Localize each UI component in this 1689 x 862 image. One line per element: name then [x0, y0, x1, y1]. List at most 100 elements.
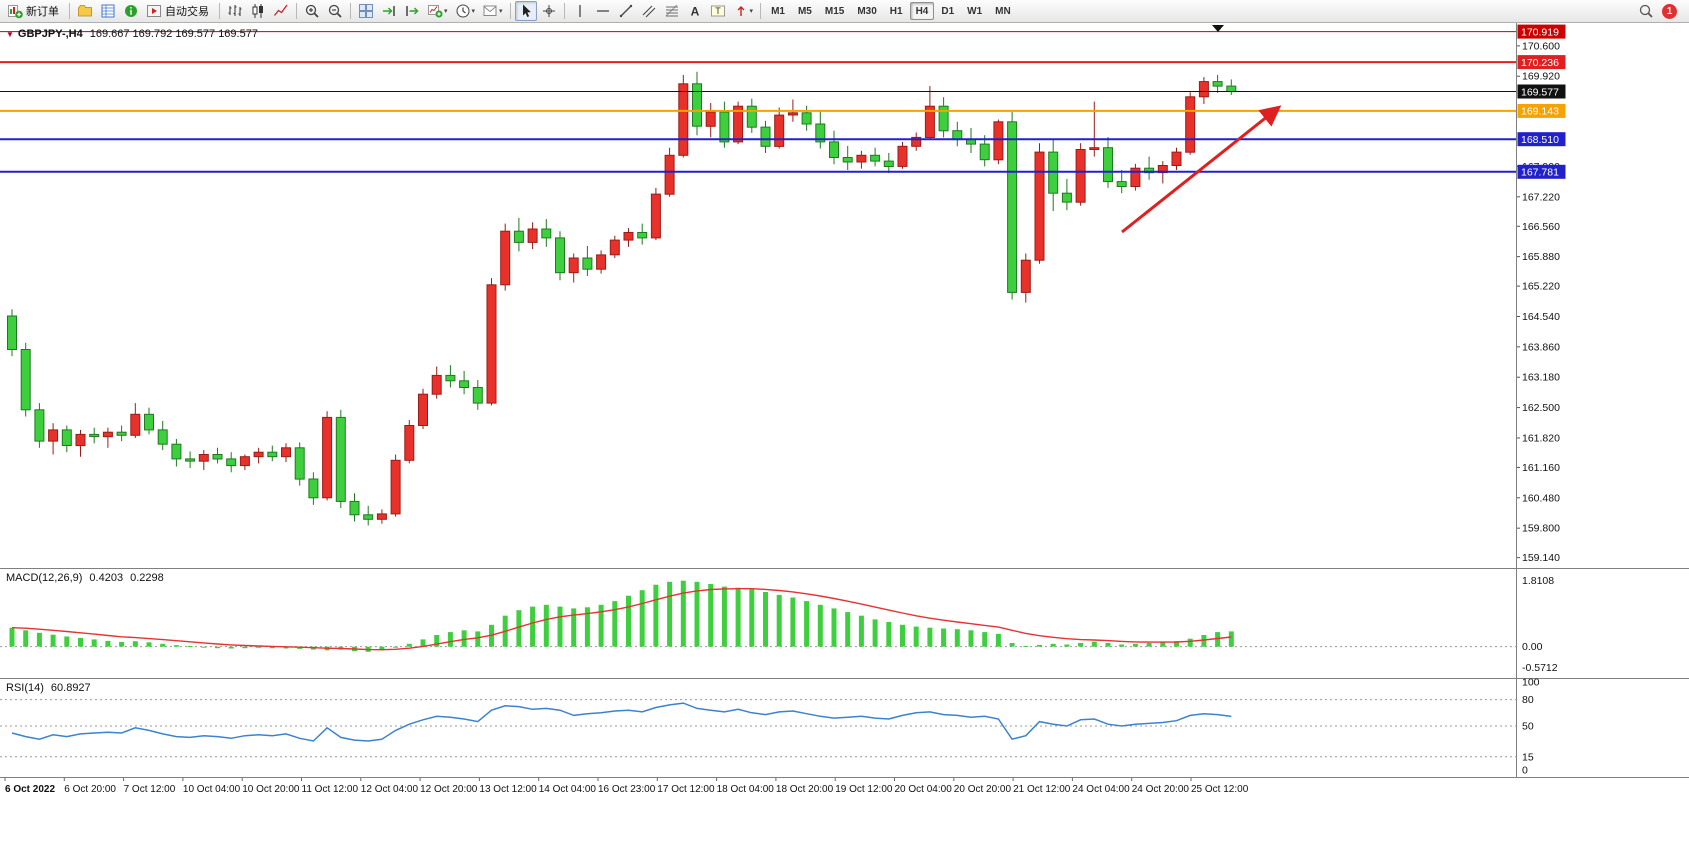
timeframe-mn[interactable]: MN [989, 2, 1017, 20]
tile-windows-icon [358, 3, 374, 19]
new-order-button[interactable]: 新订单 [4, 1, 65, 21]
svg-text:15: 15 [1522, 751, 1534, 763]
dropdown-caret-icon: ▾ [749, 8, 754, 15]
crosshair-button[interactable] [538, 1, 560, 21]
time-label: 19 Oct 12:00 [835, 784, 893, 795]
time-label: 13 Oct 12:00 [479, 784, 537, 795]
auto-trading-icon [146, 3, 162, 19]
time-label: 7 Oct 12:00 [124, 784, 176, 795]
svg-text:0: 0 [1522, 765, 1528, 777]
bar-chart-button[interactable] [224, 1, 246, 21]
timeframe-m30[interactable]: M30 [851, 2, 882, 20]
svg-text:165.220: 165.220 [1522, 281, 1560, 293]
svg-text:167.781: 167.781 [1521, 167, 1559, 179]
time-label: 17 Oct 12:00 [657, 784, 715, 795]
toolbar-separator [69, 3, 70, 19]
profiles-icon [77, 3, 93, 19]
trendline-button[interactable] [615, 1, 637, 21]
svg-text:T: T [715, 6, 721, 16]
time-label: 18 Oct 04:00 [717, 784, 775, 795]
new-order-icon [7, 3, 23, 19]
dropdown-caret-icon: ▾ [471, 8, 476, 15]
trend-arrow[interactable] [1121, 105, 1282, 234]
rsi-line [11, 702, 1232, 742]
macd-panel[interactable]: 1.8108 0.00 -0.5712 [0, 568, 1689, 678]
candlestick-chart-button[interactable] [247, 1, 269, 21]
channel-button[interactable] [638, 1, 660, 21]
zoom-out-button[interactable] [324, 1, 346, 21]
fibonacci-button[interactable] [661, 1, 683, 21]
vertical-line-button[interactable] [569, 1, 591, 21]
timeframe-d1[interactable]: D1 [935, 2, 960, 20]
svg-text:163.180: 163.180 [1522, 372, 1560, 384]
toolbar-separator [509, 3, 511, 19]
line-chart-icon [273, 3, 289, 19]
timeframe-w1[interactable]: W1 [961, 2, 988, 20]
chart-shift-button[interactable] [378, 1, 400, 21]
new-order-button-label: 新订单 [26, 6, 59, 18]
svg-text:A: A [690, 5, 699, 19]
svg-text:159.800: 159.800 [1522, 523, 1560, 535]
macd-histogram [9, 580, 1234, 652]
timeframe-mn-label: MN [995, 5, 1011, 17]
text-button[interactable]: A [684, 1, 706, 21]
data-window-icon [123, 3, 139, 19]
candlestick-series [7, 71, 1237, 526]
timeframe-m1[interactable]: M1 [765, 2, 791, 20]
auto-trading-button[interactable]: 自动交易 [143, 1, 215, 21]
text-icon: A [687, 3, 703, 19]
svg-text:80: 80 [1522, 694, 1534, 706]
time-label: 6 Oct 20:00 [64, 784, 116, 795]
rsi-panel[interactable]: 100 80 50 15 0 [0, 678, 1689, 777]
timeframe-d1-label: D1 [941, 5, 955, 17]
svg-text:167.220: 167.220 [1522, 191, 1560, 203]
chart-profiles-button[interactable] [74, 1, 96, 21]
timeframe-h1[interactable]: H1 [884, 2, 909, 20]
time-label: 20 Oct 20:00 [954, 784, 1012, 795]
time-axis[interactable]: 6 Oct 2022 6 Oct 20:00 7 Oct 12:00 10 Oct 0… [0, 777, 1689, 807]
text-label-button[interactable]: T [707, 1, 729, 21]
periods-button[interactable]: ▾ [452, 1, 479, 21]
svg-text:170.600: 170.600 [1522, 40, 1560, 52]
time-label: 12 Oct 20:00 [420, 784, 478, 795]
horizontal-line-button[interactable] [592, 1, 614, 21]
zoom-in-button[interactable] [301, 1, 323, 21]
toolbar-separator [296, 3, 297, 19]
search-button[interactable] [1635, 1, 1657, 21]
toolbar-separator [563, 3, 565, 19]
arrows-button[interactable]: ▾ [730, 1, 757, 21]
vline-icon [572, 3, 588, 19]
notification-badge[interactable]: 1 [1662, 3, 1677, 19]
arrows-icon [733, 3, 749, 19]
zoom-in-icon [304, 3, 320, 19]
cursor-button[interactable] [514, 1, 537, 21]
auto-scroll-button[interactable] [401, 1, 423, 21]
svg-text:169.920: 169.920 [1522, 71, 1560, 83]
search-icon [1638, 3, 1654, 19]
timeframe-h4-label: H4 [915, 5, 929, 17]
time-label: 20 Oct 04:00 [895, 784, 953, 795]
timeframe-m5[interactable]: M5 [792, 2, 818, 20]
templates-button[interactable]: ▾ [479, 1, 506, 21]
data-window-button[interactable] [120, 1, 142, 21]
time-label: 11 Oct 12:00 [302, 784, 359, 795]
timeframe-h4[interactable]: H4 [909, 2, 935, 20]
line-chart-button[interactable] [270, 1, 292, 21]
timeframe-w1-label: W1 [967, 5, 983, 17]
tile-windows-button[interactable] [355, 1, 377, 21]
svg-text:168.510: 168.510 [1521, 134, 1559, 146]
horizontal-price-lines[interactable] [0, 31, 1516, 173]
indicators-button[interactable]: ▾ [424, 1, 451, 21]
svg-text:170.919: 170.919 [1521, 26, 1559, 38]
price-chart-panel[interactable]: 170.600169.920167.900167.220166.560165.8… [0, 23, 1689, 568]
time-label: 25 Oct 12:00 [1191, 784, 1249, 795]
time-label: 10 Oct 20:00 [242, 784, 300, 795]
market-watch-button[interactable] [97, 1, 119, 21]
timeframe-m15[interactable]: M15 [819, 2, 850, 20]
svg-text:1.8108: 1.8108 [1522, 575, 1554, 587]
svg-text:169.143: 169.143 [1521, 106, 1559, 118]
time-label: 10 Oct 04:00 [183, 784, 241, 795]
time-label: 21 Oct 12:00 [1013, 784, 1071, 795]
time-label: 14 Oct 04:00 [539, 784, 597, 795]
svg-text:-0.5712: -0.5712 [1522, 662, 1558, 674]
